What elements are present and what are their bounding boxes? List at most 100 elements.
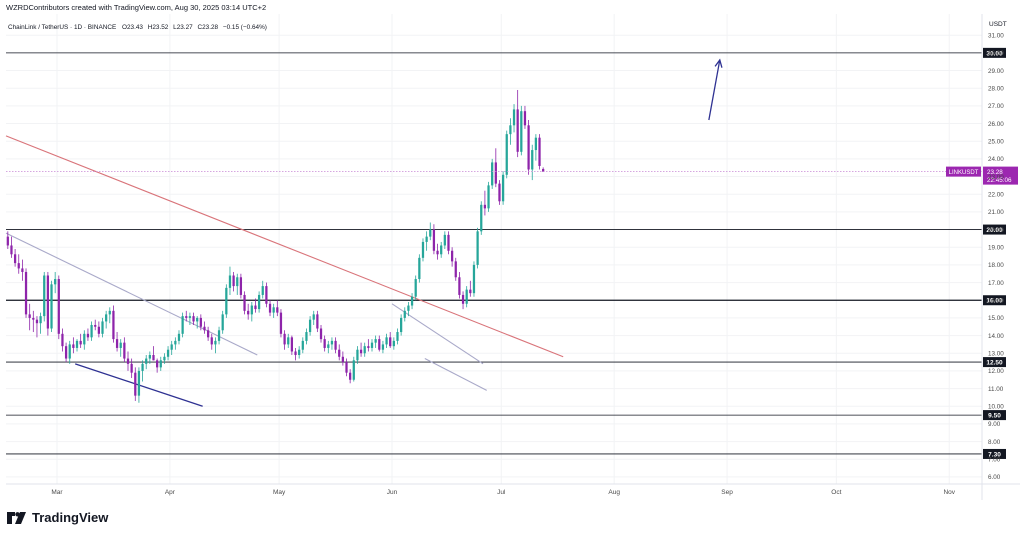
candle-body [108,310,111,315]
price-tick-label: 11.00 [988,386,1004,393]
candle [156,358,159,373]
candle [265,282,268,308]
candle-body [126,358,130,364]
candle [436,243,439,260]
candle-body [28,314,31,318]
candle [472,261,476,297]
candle-body [97,326,100,334]
candle-body [228,275,232,288]
candle [261,280,264,299]
level-badge [983,357,1006,368]
price-tick-label: 26.00 [988,121,1004,128]
candle-body [10,245,13,255]
candle [429,222,432,241]
candle-body [57,279,60,334]
candle-body [185,316,188,318]
candle [21,259,24,281]
candle [188,312,192,325]
candle-body [440,245,443,255]
candle-body [75,340,79,348]
candle [542,167,545,172]
candle [505,130,508,179]
candle [520,105,523,156]
candle-body [21,268,24,272]
candle [487,181,490,212]
candle-body [330,340,334,345]
candle [257,291,261,313]
candle-body [378,339,381,350]
candle [469,280,472,297]
candle-body [137,370,141,396]
candle-body [400,317,403,333]
candle [418,254,421,283]
candle [10,236,13,258]
time-tick-label: Oct [831,489,841,496]
candle-body [425,236,428,242]
candle [43,271,46,322]
candle-body [6,236,9,246]
candle-body [407,305,410,311]
candle [126,351,130,371]
price-tick-label: 27.00 [988,103,1004,110]
level-badge [983,295,1006,306]
candle-body [279,312,283,334]
candle [68,340,71,364]
candle [105,310,108,329]
candle [13,249,17,267]
candle [290,335,294,356]
candle [272,303,275,318]
candle [476,227,479,269]
candle-body [210,337,213,345]
candle-body [349,372,352,380]
candle [28,303,31,331]
candle [465,286,468,308]
candle [330,337,334,350]
candle [392,337,395,350]
candle [491,158,494,189]
candle-body [192,316,195,322]
candle-body [225,287,228,315]
candle [145,355,148,370]
candle [512,104,516,133]
candle-body [308,319,312,333]
candle [57,275,60,340]
candle [152,346,155,361]
candle [345,358,348,377]
candle-body [283,333,286,345]
level-badge-label: 30.00 [986,50,1003,57]
price-chart[interactable]: 30.00 20.00 16.00 12.50 9.50 7.30 LINKUSDT 23.… [0,0,1024,510]
candle-body [243,294,246,311]
candle-body [39,316,42,324]
legend-low: L23.27 [173,24,193,31]
candle-body [461,294,465,304]
candle-body [345,362,348,373]
time-tick-label: Sep [721,489,733,496]
legend-open: O23.43 [122,24,143,31]
candle [206,326,210,341]
candle [64,342,68,363]
candle-body [316,314,319,329]
candle-body [43,275,46,317]
candle [483,190,487,216]
candle-body [199,317,202,327]
candle-body [396,332,399,341]
level-badge [983,448,1006,459]
price-tick-label: 7.00 [988,457,1001,464]
candle-body [112,310,115,340]
candle [250,302,253,322]
level-badge-label: 20.00 [986,227,1003,234]
candle-body [491,162,494,186]
candle [425,231,428,251]
chart-attribution: WZRDContributors created with TradingVie… [6,3,267,12]
candle [378,335,381,352]
candle [327,340,330,354]
candle-body [494,162,497,184]
candle [276,300,279,317]
candle-body [323,339,326,348]
candle [527,120,530,175]
candle [243,291,246,315]
candle-body [134,372,137,396]
candle-body [290,337,294,352]
candle [119,339,122,357]
